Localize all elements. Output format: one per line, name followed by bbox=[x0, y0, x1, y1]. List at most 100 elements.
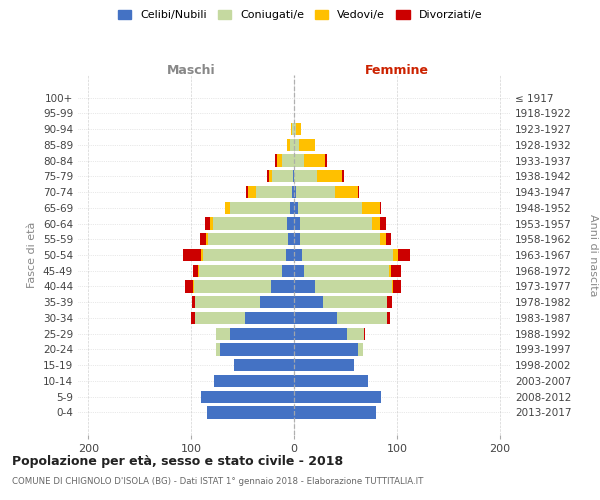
Bar bbox=[267, 170, 269, 182]
Bar bbox=[287, 218, 294, 230]
Bar bbox=[292, 123, 294, 135]
Bar bbox=[294, 202, 298, 214]
Bar bbox=[343, 170, 344, 182]
Bar bbox=[294, 280, 314, 292]
Bar bbox=[294, 233, 300, 245]
Bar bbox=[202, 249, 203, 261]
Bar bbox=[214, 375, 294, 387]
Bar bbox=[220, 344, 294, 355]
Y-axis label: Anni di nascita: Anni di nascita bbox=[588, 214, 598, 296]
Bar bbox=[292, 186, 294, 198]
Bar bbox=[314, 280, 392, 292]
Bar bbox=[294, 154, 304, 166]
Text: Popolazione per età, sesso e stato civile - 2018: Popolazione per età, sesso e stato civil… bbox=[12, 455, 343, 468]
Bar bbox=[393, 249, 398, 261]
Bar bbox=[200, 233, 206, 245]
Bar bbox=[191, 312, 195, 324]
Bar bbox=[304, 154, 325, 166]
Bar bbox=[195, 312, 245, 324]
Bar bbox=[294, 390, 382, 403]
Bar bbox=[230, 328, 294, 340]
Bar bbox=[193, 280, 194, 292]
Bar bbox=[300, 218, 372, 230]
Bar bbox=[275, 154, 277, 166]
Bar bbox=[291, 123, 292, 135]
Bar bbox=[294, 359, 353, 372]
Bar bbox=[337, 312, 386, 324]
Bar bbox=[288, 233, 294, 245]
Bar bbox=[393, 280, 401, 292]
Bar bbox=[294, 296, 323, 308]
Bar bbox=[260, 296, 294, 308]
Bar bbox=[203, 249, 286, 261]
Bar bbox=[391, 264, 401, 277]
Bar bbox=[294, 375, 368, 387]
Bar bbox=[294, 406, 376, 418]
Bar bbox=[386, 312, 389, 324]
Bar bbox=[290, 202, 294, 214]
Bar bbox=[193, 264, 199, 277]
Y-axis label: Fasce di età: Fasce di età bbox=[28, 222, 37, 288]
Bar bbox=[194, 280, 271, 292]
Bar bbox=[199, 264, 281, 277]
Bar bbox=[195, 296, 260, 308]
Bar bbox=[209, 218, 213, 230]
Bar bbox=[293, 170, 294, 182]
Bar bbox=[287, 138, 290, 151]
Bar bbox=[256, 186, 292, 198]
Legend: Celibi/Nubili, Coniugati/e, Vedovi/e, Divorziati/e: Celibi/Nubili, Coniugati/e, Vedovi/e, Di… bbox=[113, 6, 487, 25]
Bar bbox=[358, 344, 363, 355]
Bar bbox=[235, 359, 294, 372]
Bar bbox=[294, 186, 296, 198]
Bar bbox=[206, 406, 294, 418]
Bar bbox=[294, 138, 299, 151]
Bar bbox=[286, 249, 294, 261]
Bar bbox=[298, 202, 362, 214]
Bar bbox=[294, 170, 317, 182]
Bar bbox=[386, 296, 392, 308]
Bar bbox=[245, 312, 294, 324]
Bar bbox=[294, 344, 358, 355]
Bar bbox=[364, 328, 365, 340]
Bar bbox=[208, 233, 288, 245]
Bar bbox=[294, 249, 302, 261]
Bar bbox=[281, 154, 294, 166]
Bar bbox=[281, 264, 294, 277]
Bar bbox=[294, 218, 300, 230]
Bar bbox=[271, 280, 294, 292]
Bar bbox=[205, 218, 209, 230]
Bar bbox=[269, 170, 272, 182]
Bar bbox=[296, 186, 335, 198]
Bar bbox=[202, 390, 294, 403]
Bar bbox=[347, 328, 364, 340]
Bar bbox=[294, 312, 337, 324]
Bar bbox=[398, 249, 410, 261]
Bar bbox=[380, 202, 382, 214]
Bar bbox=[294, 123, 296, 135]
Bar bbox=[245, 186, 248, 198]
Bar bbox=[317, 170, 343, 182]
Bar bbox=[192, 296, 195, 308]
Bar bbox=[206, 233, 208, 245]
Bar bbox=[304, 264, 389, 277]
Bar bbox=[248, 186, 256, 198]
Bar bbox=[225, 202, 230, 214]
Bar bbox=[389, 264, 391, 277]
Bar bbox=[386, 233, 391, 245]
Bar bbox=[323, 296, 386, 308]
Text: Maschi: Maschi bbox=[167, 64, 215, 77]
Bar bbox=[299, 138, 314, 151]
Bar bbox=[300, 233, 380, 245]
Bar bbox=[362, 202, 380, 214]
Bar bbox=[277, 154, 281, 166]
Bar bbox=[183, 249, 202, 261]
Bar bbox=[294, 264, 304, 277]
Text: COMUNE DI CHIGNOLO D'ISOLA (BG) - Dati ISTAT 1° gennaio 2018 - Elaborazione TUTT: COMUNE DI CHIGNOLO D'ISOLA (BG) - Dati I… bbox=[12, 478, 424, 486]
Bar bbox=[302, 249, 393, 261]
Bar bbox=[230, 202, 290, 214]
Bar bbox=[358, 186, 359, 198]
Bar bbox=[294, 328, 347, 340]
Bar bbox=[272, 170, 293, 182]
Bar bbox=[380, 233, 386, 245]
Bar bbox=[216, 328, 230, 340]
